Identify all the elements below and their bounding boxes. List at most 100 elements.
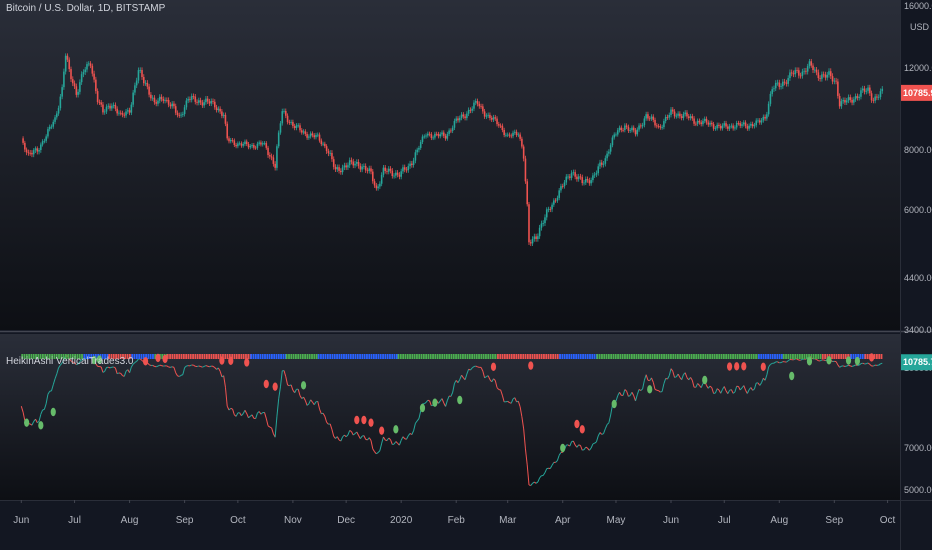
candle-body: [428, 133, 431, 135]
candle-body: [158, 96, 161, 101]
trend-strip-cell: [90, 354, 93, 359]
trend-strip-cell: [171, 354, 174, 359]
indicator-segment: [709, 385, 713, 389]
candle-body: [840, 101, 843, 107]
trend-strip-cell: [517, 354, 520, 359]
indicator-segment: [79, 359, 83, 363]
candle-body: [727, 126, 729, 129]
trend-strip-cell: [445, 354, 448, 359]
candle-body: [616, 130, 619, 135]
trend-strip-cell: [510, 354, 513, 359]
candle-body: [155, 102, 158, 104]
candle-body: [77, 91, 79, 95]
trend-strip-cell: [290, 354, 293, 359]
sell-signal-marker: [361, 415, 367, 425]
candle-body: [139, 70, 142, 71]
trend-strip-cell: [42, 354, 44, 359]
candle-body: [656, 125, 658, 127]
indicator-segment: [534, 481, 537, 484]
buy-signal-marker: [560, 443, 566, 453]
candle-body: [96, 91, 99, 103]
indicator-segment: [642, 380, 645, 390]
candle-body: [71, 79, 74, 84]
candle-body: [82, 72, 85, 75]
candle-body: [135, 80, 138, 86]
trend-strip-cell: [329, 354, 332, 359]
indicator-segment: [452, 383, 455, 393]
candle-body: [354, 163, 356, 166]
indicator-segment: [491, 378, 494, 383]
candle-body: [187, 99, 189, 101]
trend-strip-cell: [515, 354, 518, 359]
indicator-segment: [464, 373, 468, 380]
trend-strip-cell: [457, 354, 460, 359]
trend-strip-cell: [55, 354, 58, 359]
trend-strip-cell: [762, 354, 765, 359]
trend-strip-cell: [787, 354, 790, 359]
trend-strip-cell: [686, 354, 688, 359]
indicator-segment: [542, 472, 546, 476]
trend-strip-cell: [187, 354, 190, 359]
indicator-segment: [619, 392, 622, 396]
trend-strip-cell: [552, 354, 555, 359]
candle-body: [359, 165, 362, 170]
trend-strip-cell: [280, 354, 282, 359]
time-axis-tick-label: Jun: [663, 515, 679, 526]
indicator-segment: [156, 365, 159, 368]
trend-strip-cell: [844, 354, 847, 359]
buy-signal-marker: [91, 355, 97, 365]
indicator-segment: [759, 382, 762, 386]
sell-signal-marker: [142, 357, 149, 366]
indicator-segment: [585, 446, 588, 449]
candle-body: [171, 103, 173, 107]
trend-strip-cell: [702, 354, 705, 359]
candle-body: [808, 61, 811, 67]
buy-signal-marker: [789, 371, 795, 381]
trend-strip-cell: [176, 354, 178, 359]
trend-strip-cell: [729, 354, 732, 359]
candle-body: [780, 86, 782, 87]
candle-body: [869, 87, 871, 94]
candle-body: [331, 152, 333, 160]
candle-body: [315, 134, 317, 138]
indicator-segment: [205, 365, 208, 367]
candle-body: [613, 134, 616, 138]
trend-strip-cell: [727, 354, 730, 359]
trend-strip-cell: [88, 354, 90, 359]
trend-strip-cell: [363, 354, 366, 359]
indicator-segment: [200, 365, 203, 368]
trend-strip-cell: [713, 354, 716, 359]
candle-body: [338, 167, 340, 171]
indicator-segment: [58, 364, 61, 369]
sell-signal-marker: [263, 379, 269, 389]
candle-body: [441, 132, 443, 135]
candle-body: [261, 143, 264, 145]
time-axis-tick-label: Dec: [337, 515, 355, 526]
trend-strip-cell: [593, 354, 596, 359]
candle-body: [608, 151, 610, 154]
trend-strip-cell: [384, 354, 387, 359]
trend-strip-cell: [126, 354, 129, 359]
candle-body: [166, 99, 168, 101]
candle-body: [544, 217, 546, 224]
candle-body: [350, 160, 353, 162]
indicator-segment: [324, 416, 328, 423]
sell-signal-marker: [490, 362, 497, 371]
indicator-segment: [76, 363, 79, 366]
candle-body: [226, 123, 229, 139]
sell-signal-marker: [734, 362, 740, 371]
trend-strip-cell: [178, 354, 181, 359]
candle-body: [815, 69, 818, 73]
indicator-segment: [173, 367, 177, 374]
trend-strip-cell: [372, 354, 375, 359]
indicator-segment: [571, 440, 574, 443]
indicator-segment: [862, 362, 865, 365]
candle-body: [224, 114, 227, 124]
indicator-segment: [601, 433, 604, 435]
sell-signal-marker: [368, 418, 374, 427]
candle-body: [798, 70, 800, 76]
indicator-segment: [72, 361, 75, 364]
trend-strip-cell: [340, 354, 343, 359]
